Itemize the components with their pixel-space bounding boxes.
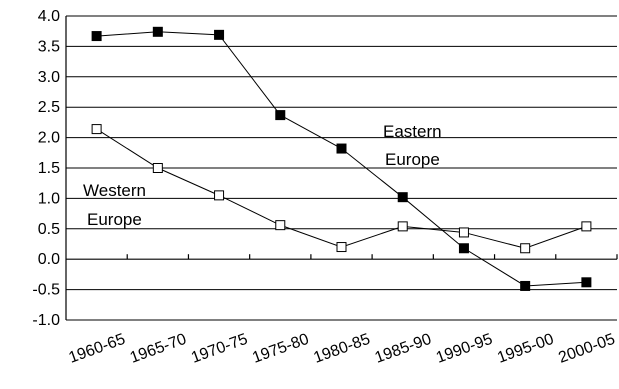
- western-data-point: [91, 124, 102, 135]
- western-data-point: [397, 221, 408, 232]
- western-data-point: [214, 190, 225, 201]
- x-tick-label: 1995-00: [495, 331, 556, 367]
- y-tick-label: 4.0: [38, 8, 60, 25]
- eastern-data-point: [397, 192, 408, 203]
- western-data-point: [458, 227, 469, 238]
- gridlines: [66, 15, 617, 321]
- x-tick-label: 1980-85: [311, 331, 372, 367]
- western-label-line1: Western: [83, 181, 146, 200]
- y-tick-label: -1.0: [32, 312, 60, 329]
- y-tick-label: 2.5: [38, 99, 60, 116]
- western-label-line2: Europe: [87, 210, 142, 229]
- axes: [65, 16, 618, 320]
- western-data-point: [152, 163, 163, 173]
- eastern-data-point: [520, 280, 531, 291]
- eastern-data-point: [336, 143, 347, 154]
- y-tick-label: 3.0: [38, 69, 60, 86]
- western-data-point: [336, 242, 347, 253]
- western-data-point: [520, 243, 531, 254]
- eastern-data-point: [152, 26, 163, 37]
- western-data-point: [581, 221, 592, 232]
- series-labels: Eastern Europe Western Europe: [83, 122, 442, 229]
- eastern-data-point: [458, 243, 469, 254]
- x-tick-label: 1970-75: [189, 331, 250, 367]
- y-tick-label: 1.5: [38, 160, 60, 177]
- y-tick-label: 0.5: [38, 221, 60, 238]
- y-tick-label: 2.0: [38, 130, 60, 147]
- x-tick-label: 2000-05: [556, 331, 617, 367]
- eastern-label-line2: Europe: [385, 150, 440, 169]
- eastern-data-point: [214, 29, 225, 40]
- eastern-data-point: [581, 277, 592, 288]
- western-data-point: [275, 220, 286, 231]
- y-tick-label: -0.5: [32, 282, 60, 299]
- x-tick-labels: 1960-65 1965-70 1970-75 1975-80 1980-85 1985-…: [67, 331, 618, 367]
- y-tick-label: 3.5: [38, 38, 60, 55]
- x-tick-label: 1990-95: [434, 331, 495, 367]
- eastern-data-point: [91, 31, 102, 42]
- y-tick-labels: 4.0 3.5 3.0 2.5 2.0 1.5 1.0 0.5 0.0 -0.5 -1.0: [32, 8, 60, 329]
- eastern-data-point: [275, 110, 286, 121]
- x-tick-label: 1985-90: [373, 331, 434, 367]
- eastern-label-line1: Eastern: [383, 122, 442, 141]
- series: [91, 26, 592, 291]
- x-tick-label: 1975-80: [250, 331, 311, 367]
- x-tick-label: 1960-65: [67, 331, 128, 367]
- y-tick-label: 0.0: [38, 251, 60, 268]
- y-tick-label: 1.0: [38, 190, 60, 207]
- x-tick-label: 1965-70: [128, 331, 189, 367]
